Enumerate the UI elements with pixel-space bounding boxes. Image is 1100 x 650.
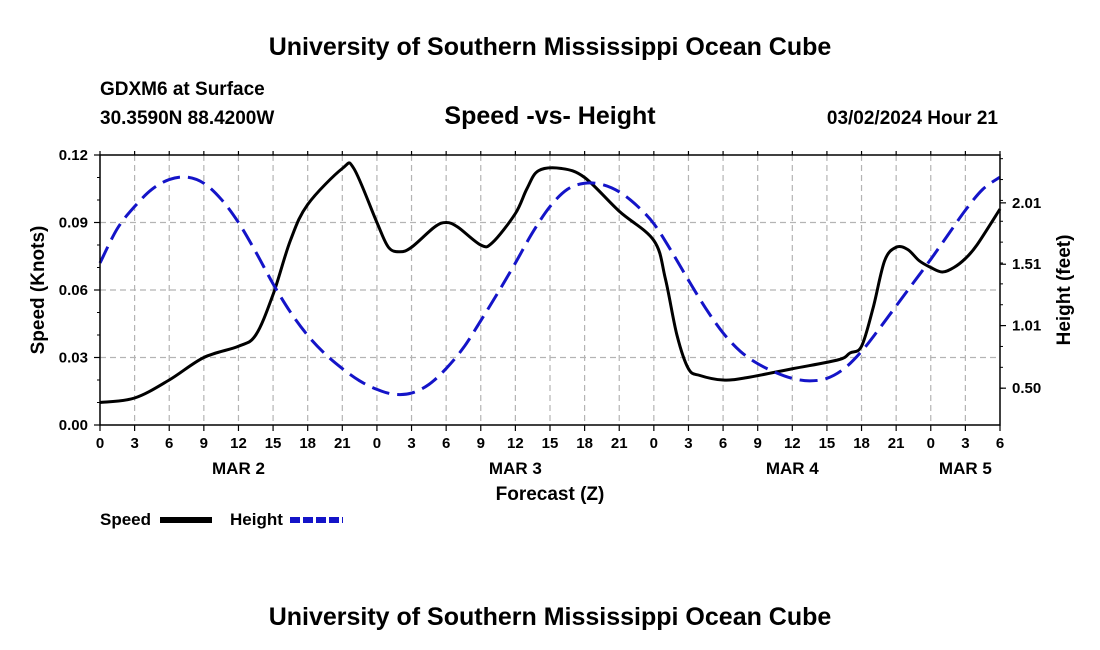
grid <box>100 155 1000 425</box>
x-tick-label: 0 <box>373 435 381 452</box>
plot-frame <box>99 154 1001 426</box>
y-tick-label-left: 0.06 <box>59 282 88 299</box>
x-tick-label: 15 <box>819 435 836 452</box>
y-tick-label-right: 1.51 <box>1012 256 1041 273</box>
x-tick-label: 21 <box>888 435 905 452</box>
y-tick-label-left: 0.12 <box>59 147 88 164</box>
station-label: GDXM6 at Surface <box>100 79 265 100</box>
x-tick-label: 6 <box>719 435 727 452</box>
chart-title: University of Southern Mississippi Ocean… <box>269 33 832 61</box>
x-tick-label: 0 <box>650 435 658 452</box>
legend: Speed Height <box>100 510 343 529</box>
x-tick-label: 18 <box>576 435 593 452</box>
y-tick-label-right: 0.50 <box>1012 380 1041 397</box>
legend-label-speed: Speed <box>100 510 151 529</box>
x-date-label: MAR 4 <box>766 459 819 478</box>
y-tick-label-right: 1.01 <box>1012 318 1041 335</box>
legend-label-height: Height <box>230 510 283 529</box>
date-label: 03/02/2024 Hour 21 <box>827 108 999 129</box>
plot-title: Speed -vs- Height <box>444 102 656 130</box>
x-tick-label: 21 <box>611 435 628 452</box>
x-tick-label: 18 <box>853 435 870 452</box>
axis-ticks: 0 3 6 9 12 15 18 21 0 3 6 9 12 15 18 21 0 3 6 9 12 15 18 21 0 3 6 0… <box>59 147 1041 478</box>
y-tick-label-right: 2.01 <box>1012 195 1041 212</box>
x-tick-label: 9 <box>477 435 485 452</box>
y-tick-label-left: 0.00 <box>59 417 88 434</box>
x-tick-label: 3 <box>130 435 138 452</box>
x-tick-label: 0 <box>927 435 935 452</box>
x-tick-label: 15 <box>265 435 282 452</box>
x-date-label: MAR 5 <box>939 459 992 478</box>
series-line-height <box>98 175 1001 397</box>
x-date-label: MAR 3 <box>489 459 542 478</box>
x-tick-label: 3 <box>407 435 415 452</box>
x-tick-label: 9 <box>200 435 208 452</box>
x-tick-label: 0 <box>96 435 104 452</box>
x-tick-label: 21 <box>334 435 351 452</box>
x-tick-label: 12 <box>230 435 247 452</box>
x-tick-label: 6 <box>165 435 173 452</box>
y-axis-label-right: Height (feet) <box>1054 235 1075 346</box>
x-tick-label: 3 <box>961 435 969 452</box>
y-tick-label-left: 0.09 <box>59 215 88 232</box>
x-axis-label: Forecast (Z) <box>496 484 605 505</box>
location-label: 30.3590N 88.4200W <box>100 108 274 129</box>
x-tick-label: 18 <box>299 435 316 452</box>
series-group <box>98 161 1002 404</box>
x-tick-label: 6 <box>442 435 450 452</box>
x-tick-label: 3 <box>684 435 692 452</box>
y-axis-label-left: Speed (Knots) <box>28 226 49 355</box>
series-line-speed <box>99 161 1002 404</box>
y-tick-label-left: 0.03 <box>59 350 88 367</box>
x-date-label: MAR 2 <box>212 459 265 478</box>
x-tick-label: 6 <box>996 435 1004 452</box>
x-tick-label: 15 <box>542 435 559 452</box>
footer-title: University of Southern Mississippi Ocean… <box>269 603 832 631</box>
x-tick-label: 12 <box>507 435 524 452</box>
x-tick-label: 9 <box>754 435 762 452</box>
x-tick-label: 12 <box>784 435 801 452</box>
